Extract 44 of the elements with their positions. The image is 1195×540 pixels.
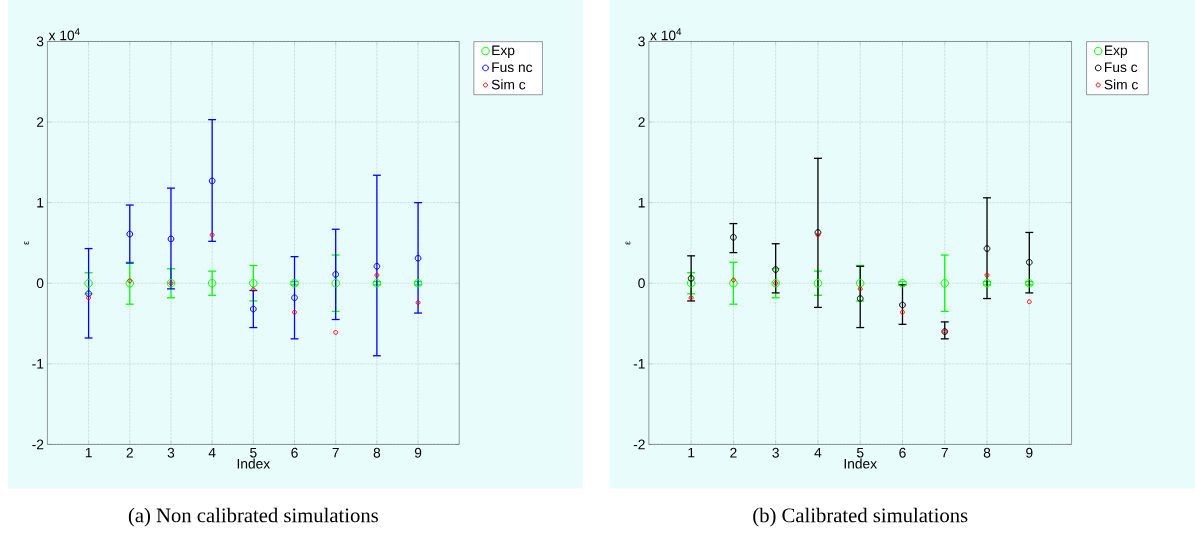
x-tick-label: 4: [208, 447, 216, 458]
x-tick-label: 7: [941, 447, 948, 458]
y-axis-title: ε: [24, 241, 29, 245]
x-tick-label: 5: [856, 447, 864, 458]
x-tick-label: 4: [814, 447, 822, 458]
y-tick-label: 2: [638, 117, 645, 127]
legend-label: Sim c: [491, 79, 526, 90]
text: x 10$^{4}$: [48, 28, 80, 41]
y-tick-label: 1: [638, 197, 645, 208]
x-tick-label: 2: [730, 447, 737, 458]
x-axis-title: Index: [237, 458, 271, 469]
legend-label: Sim c: [1104, 79, 1138, 90]
y-tick-label: 3: [36, 36, 44, 47]
y-tick-label: -1: [32, 358, 44, 369]
y-tick-label: -1: [633, 358, 645, 369]
y-tick-label: 1: [37, 197, 44, 208]
x-tick-label: 1: [688, 447, 695, 458]
x-tick-label: 3: [772, 447, 779, 458]
y-axis-title: ε: [625, 241, 631, 245]
legend-label: Exp: [492, 45, 515, 58]
legend-label: Exp: [1105, 45, 1128, 58]
text: x 10$^{4}$: [650, 28, 682, 41]
x-tick-label: 6: [899, 447, 906, 458]
x-axis-title: Index: [844, 458, 877, 469]
y-tick-label: -2: [633, 439, 645, 450]
y-tick-label: 0: [36, 278, 44, 289]
x-tick-label: 8: [983, 447, 991, 458]
x-tick-label: 8: [373, 447, 381, 458]
y-tick-label: -2: [32, 439, 44, 450]
legend-label: Fus c: [1105, 62, 1138, 72]
x-tick-label: 9: [414, 447, 422, 458]
x-tick-label: 3: [167, 447, 175, 458]
x-tick-label: 1: [85, 447, 92, 458]
x-tick-label: 9: [1026, 447, 1033, 458]
y-tick-label: 3: [638, 36, 645, 47]
legend-label: Fus nc: [492, 62, 533, 72]
y-tick-label: 2: [36, 117, 44, 127]
y-tick-label: 0: [638, 278, 645, 289]
x-tick-label: 5: [250, 447, 257, 458]
x-tick-label: 6: [291, 447, 298, 458]
text: (b) Calibrated simulations: [753, 507, 968, 527]
x-tick-label: 2: [126, 447, 133, 458]
text: (a) Non calibrated simulations: [128, 507, 378, 527]
x-tick-label: 7: [332, 447, 339, 458]
